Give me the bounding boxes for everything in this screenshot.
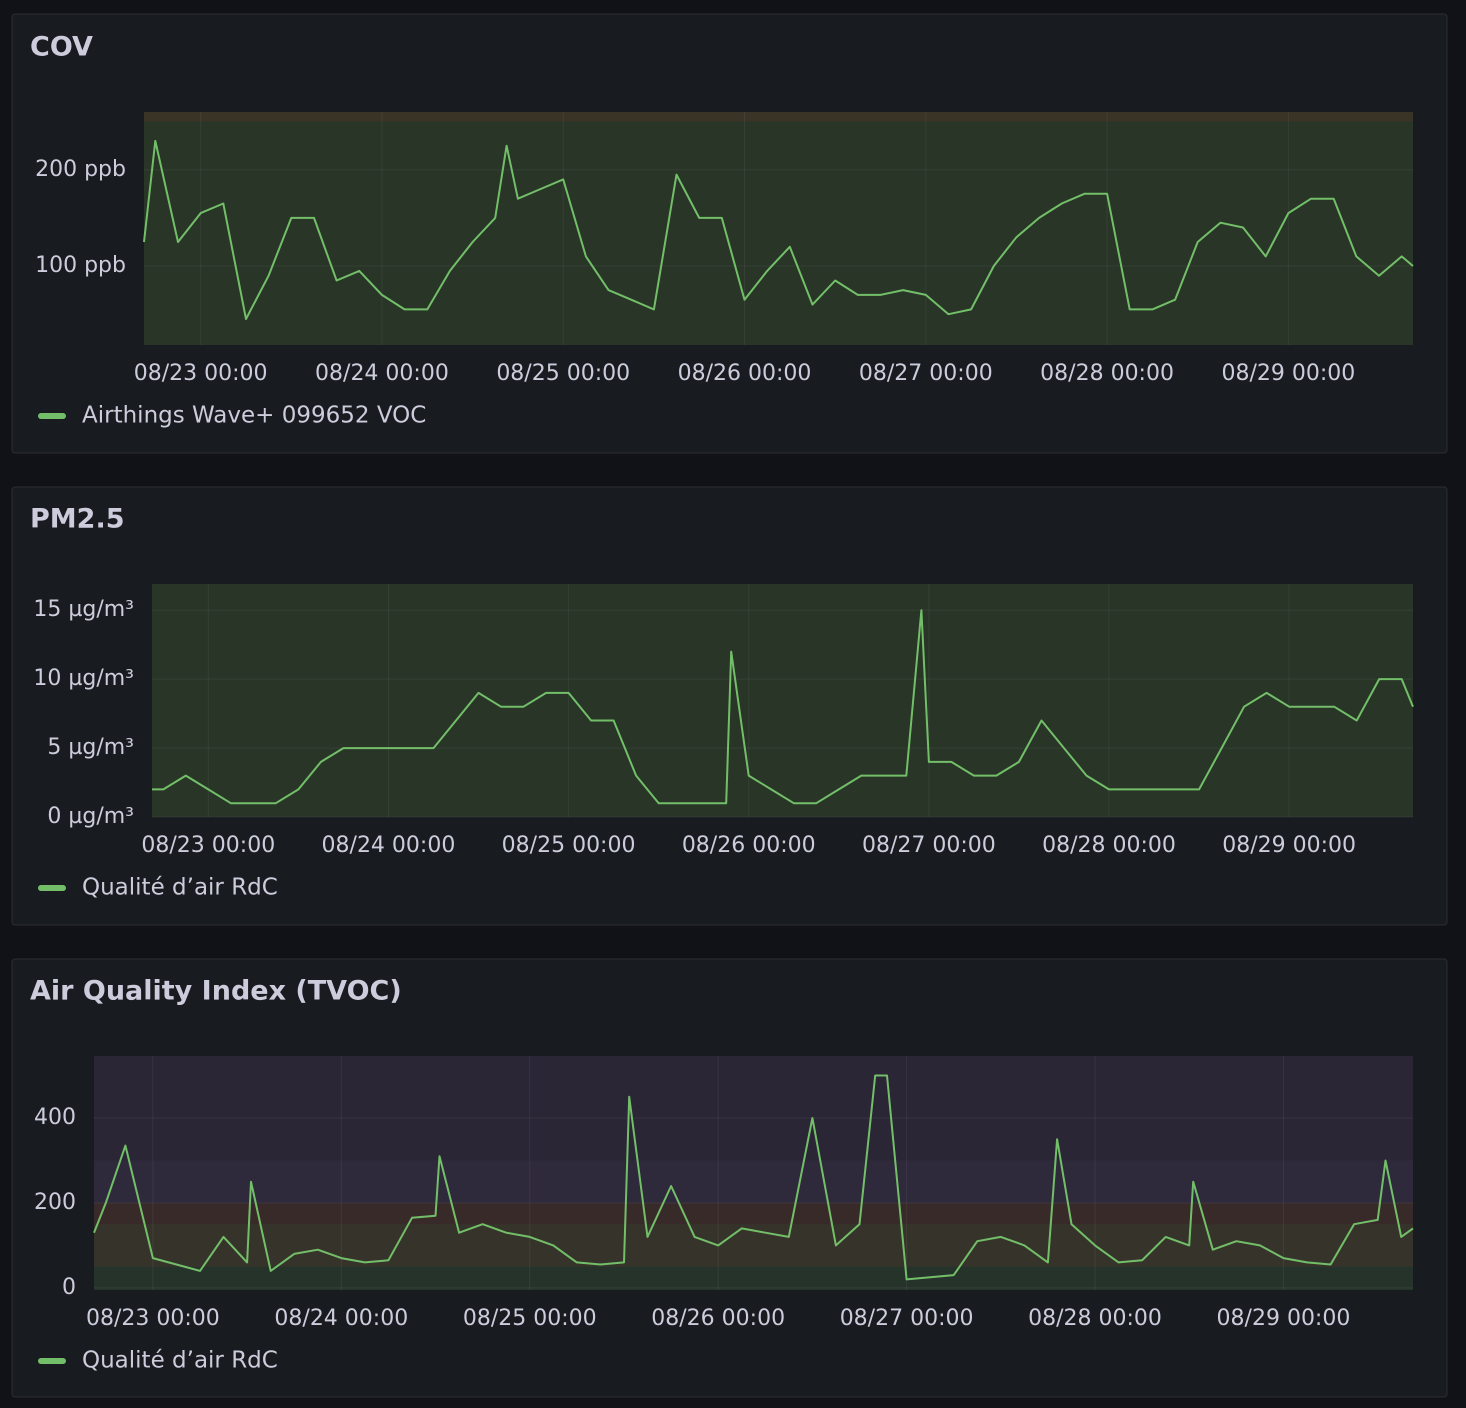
legend-label: Airthings Wave+ 099652 VOC xyxy=(82,403,426,429)
legend-label: Qualité d’air RdC xyxy=(82,1348,278,1374)
x-tick-label: 08/28 00:00 xyxy=(1028,1306,1162,1331)
x-tick-label: 08/28 00:00 xyxy=(1040,361,1174,386)
x-tick-label: 08/27 00:00 xyxy=(840,1306,974,1331)
threshold-band xyxy=(94,1160,1413,1203)
plot-background xyxy=(144,112,1413,345)
x-tick-label: 08/28 00:00 xyxy=(1042,833,1176,858)
x-tick-label: 08/25 00:00 xyxy=(463,1306,597,1331)
y-tick-label: 5 µg/m³ xyxy=(47,735,134,760)
y-tick-label: 200 ppb xyxy=(35,157,126,182)
legend-swatch xyxy=(38,885,66,891)
legend-swatch xyxy=(38,413,66,419)
x-tick-label: 08/25 00:00 xyxy=(502,833,636,858)
legend-label: Qualité d’air RdC xyxy=(82,875,278,901)
threshold-band xyxy=(94,1202,1413,1225)
x-tick-label: 08/23 00:00 xyxy=(86,1306,220,1331)
threshold-band xyxy=(144,112,1413,122)
x-tick-label: 08/29 00:00 xyxy=(1222,833,1356,858)
x-tick-label: 08/25 00:00 xyxy=(496,361,630,386)
x-tick-label: 08/26 00:00 xyxy=(678,361,812,386)
x-tick-label: 08/26 00:00 xyxy=(682,833,816,858)
legend-swatch xyxy=(38,1358,66,1364)
x-tick-label: 08/24 00:00 xyxy=(322,833,456,858)
series-line xyxy=(143,139,1414,320)
threshold-band xyxy=(94,1056,1413,1161)
panel-title: COV xyxy=(30,32,93,63)
x-tick-label: 08/27 00:00 xyxy=(862,833,996,858)
y-tick-label: 400 xyxy=(34,1105,76,1130)
y-tick-label: 200 xyxy=(34,1190,76,1215)
x-tick-label: 08/26 00:00 xyxy=(651,1306,785,1331)
y-tick-label: 0 µg/m³ xyxy=(47,804,134,829)
x-tick-label: 08/23 00:00 xyxy=(141,833,275,858)
x-tick-label: 08/24 00:00 xyxy=(274,1306,408,1331)
x-tick-label: 08/27 00:00 xyxy=(859,361,993,386)
x-tick-label: 08/24 00:00 xyxy=(315,361,449,386)
x-tick-label: 08/23 00:00 xyxy=(134,361,268,386)
y-tick-label: 0 xyxy=(62,1275,76,1300)
series-line xyxy=(152,609,1414,805)
y-tick-label: 15 µg/m³ xyxy=(33,597,134,622)
panel-title: PM2.5 xyxy=(30,504,125,535)
x-tick-label: 08/29 00:00 xyxy=(1221,361,1355,386)
x-tick-label: 08/29 00:00 xyxy=(1217,1306,1351,1331)
y-tick-label: 100 ppb xyxy=(35,253,126,278)
series-line xyxy=(93,1074,1414,1281)
panel-title: Air Quality Index (TVOC) xyxy=(30,976,402,1007)
plot-background xyxy=(152,584,1413,817)
y-tick-label: 10 µg/m³ xyxy=(33,666,134,691)
